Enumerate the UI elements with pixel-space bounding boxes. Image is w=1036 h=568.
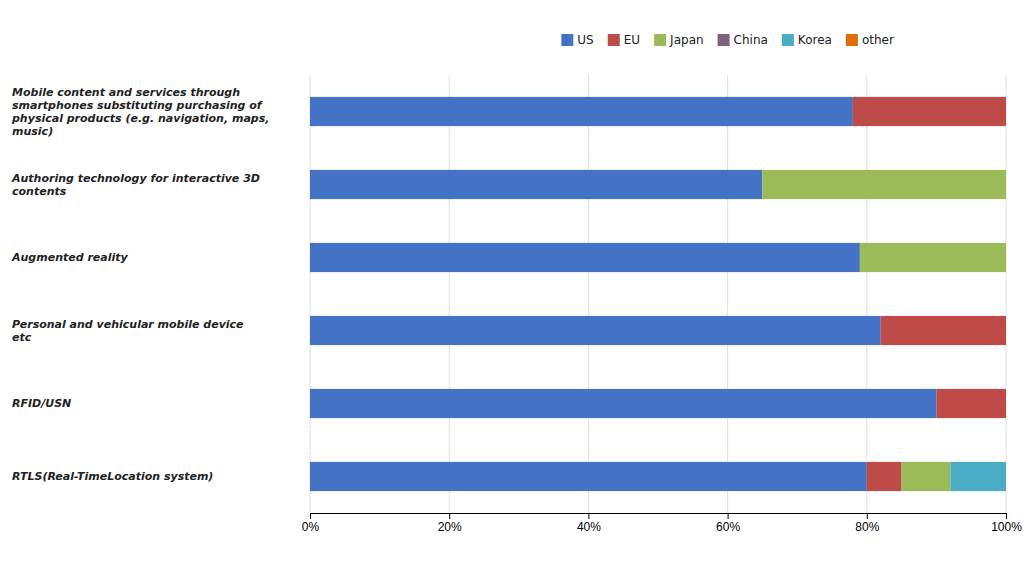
bar bbox=[902, 462, 951, 491]
tick-mark bbox=[867, 513, 868, 519]
tick-label-line: Augmented reality bbox=[11, 251, 129, 264]
bars bbox=[310, 97, 1006, 491]
tick-mark bbox=[310, 513, 311, 519]
grid-line bbox=[449, 75, 450, 513]
plot: 0% 20% 40% 60% 80% 100% RTLS(Real-TimeLocation… bbox=[11, 75, 1022, 534]
legend-item: US bbox=[561, 33, 593, 47]
legend-label: US bbox=[577, 33, 593, 47]
tick-label: RTLS(Real-TimeLocation system) bbox=[12, 470, 213, 483]
bar bbox=[881, 316, 1006, 345]
tick-mark bbox=[1006, 513, 1007, 519]
tick: 0% bbox=[302, 513, 320, 534]
tick: 40% bbox=[577, 513, 601, 534]
tick-label: 80% bbox=[855, 520, 879, 534]
legend-swatch bbox=[561, 34, 573, 46]
tick-label: 100% bbox=[991, 520, 1022, 534]
bar bbox=[950, 462, 1006, 491]
grid-line bbox=[727, 75, 728, 513]
legend-swatch bbox=[782, 34, 794, 46]
tick: 60% bbox=[716, 513, 740, 534]
legend-swatch bbox=[718, 34, 730, 46]
tick-label: RFID/USN bbox=[12, 397, 71, 410]
tick: 80% bbox=[855, 513, 879, 534]
tick-label-line: music) bbox=[12, 125, 53, 138]
legend-label: Japan bbox=[669, 33, 703, 47]
grid-line bbox=[310, 75, 311, 513]
series bbox=[853, 97, 1006, 491]
tick-label-line: Mobile content and services through bbox=[12, 86, 240, 99]
legend-label: EU bbox=[624, 33, 640, 47]
bar bbox=[762, 170, 1006, 199]
grid bbox=[310, 75, 1006, 513]
tick-label-line: RFID/USN bbox=[12, 397, 71, 410]
tick-label: Augmented reality bbox=[11, 251, 129, 264]
series bbox=[310, 97, 936, 491]
x-axis: 0% 20% 40% 60% 80% 100% bbox=[302, 513, 1022, 534]
tick: 100% bbox=[991, 513, 1022, 534]
tick: 20% bbox=[438, 513, 462, 534]
tick-mark bbox=[588, 513, 589, 519]
grid-line bbox=[1006, 75, 1007, 513]
legend-item: EU bbox=[608, 33, 640, 47]
series bbox=[950, 462, 1006, 491]
bar bbox=[310, 97, 853, 126]
tick-label: Authoring technology for interactive 3Dc… bbox=[11, 172, 260, 198]
tick-label: 40% bbox=[577, 520, 601, 534]
legend-swatch bbox=[608, 34, 620, 46]
bar bbox=[867, 462, 902, 491]
tick-label-line: smartphones substituting purchasing of bbox=[12, 99, 263, 112]
legend: US EU Japan China Korea other bbox=[561, 33, 894, 47]
tick-mark bbox=[449, 513, 450, 519]
grid-line bbox=[866, 75, 867, 513]
tick-label: Mobile content and services throughsmart… bbox=[11, 86, 269, 138]
tick-label-line: Authoring technology for interactive 3D bbox=[11, 172, 260, 185]
legend-label: other bbox=[862, 33, 894, 47]
bar bbox=[310, 243, 860, 272]
legend-item: China bbox=[718, 33, 768, 47]
bar bbox=[853, 97, 1006, 126]
grid-line bbox=[588, 75, 589, 513]
tick-label: 20% bbox=[438, 520, 462, 534]
legend-label: China bbox=[734, 33, 768, 47]
bar bbox=[310, 389, 936, 418]
legend-item: other bbox=[846, 33, 894, 47]
legend-swatch bbox=[846, 34, 858, 46]
legend-item: Japan bbox=[654, 33, 703, 47]
bar bbox=[310, 462, 867, 491]
legend-label: Korea bbox=[798, 33, 832, 47]
tick-label-line: Personal and vehicular mobile device bbox=[12, 318, 244, 331]
tick-label: 0% bbox=[302, 520, 320, 534]
y-axis: RTLS(Real-TimeLocation system) RFID/USN Pe… bbox=[11, 86, 269, 484]
bar bbox=[860, 243, 1006, 272]
tick-mark bbox=[728, 513, 729, 519]
tick-label-line: contents bbox=[12, 185, 67, 198]
axis-line bbox=[311, 514, 1007, 520]
bar bbox=[310, 170, 762, 199]
series bbox=[762, 170, 1006, 491]
bar bbox=[310, 316, 881, 345]
tick-label-line: etc bbox=[12, 331, 32, 344]
legend-swatch bbox=[654, 34, 666, 46]
tick-label: Personal and vehicular mobile deviceetc bbox=[12, 318, 244, 344]
tick-label-line: physical products (e.g. navigation, maps… bbox=[11, 112, 269, 125]
bar bbox=[936, 389, 1006, 418]
tick-label: 60% bbox=[716, 520, 740, 534]
chart: 0% 20% 40% 60% 80% 100% RTLS(Real-TimeLocation… bbox=[0, 0, 1036, 568]
legend-item: Korea bbox=[782, 33, 832, 47]
tick-label-line: RTLS(Real-TimeLocation system) bbox=[12, 470, 213, 483]
